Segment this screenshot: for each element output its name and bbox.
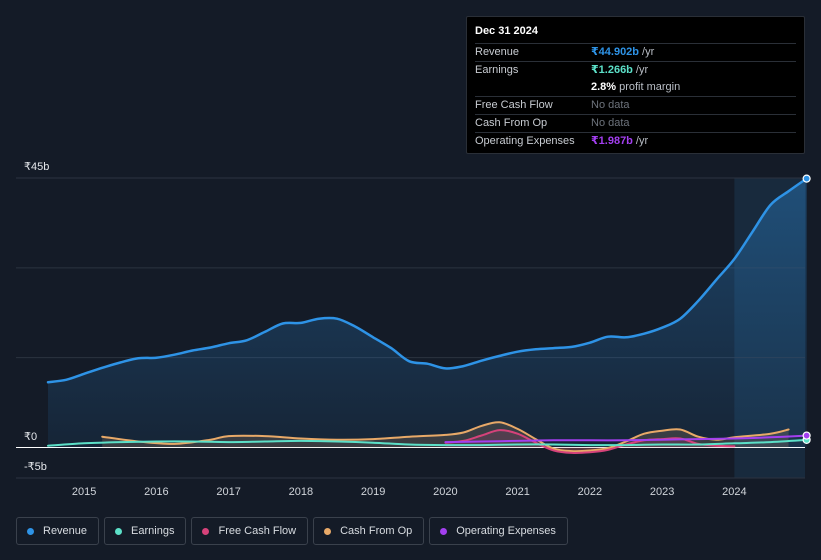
tooltip-label: Free Cash Flow (475, 99, 553, 111)
x-tick-label: 2018 (289, 486, 313, 498)
revenue-endpoint-marker (802, 174, 811, 183)
tooltip-label: Operating Expenses (475, 135, 575, 147)
tooltip-label: Earnings (475, 64, 519, 76)
revenue-dot-icon (27, 527, 34, 535)
legend-revenue-toggle[interactable]: Revenue (16, 517, 100, 545)
legend-earnings-toggle[interactable]: Earnings (104, 517, 187, 545)
tooltip-row-cfo: Cash From Op No data (475, 114, 796, 132)
tooltip-revenue-value: ₹44.902b (591, 46, 640, 58)
tooltip-date: Dec 31 2024 (475, 25, 538, 37)
legend-label: Cash From Op (340, 525, 413, 537)
y-axis: ₹45b ₹0 -₹5b (24, 161, 49, 473)
x-tick-label: 2020 (433, 486, 457, 498)
x-tick-label: 2022 (578, 486, 602, 498)
y-tick-label: ₹45b (24, 161, 49, 173)
legend-label: Revenue (43, 525, 88, 537)
opex-dot-icon (440, 527, 448, 535)
tooltip-margin-value: 2.8% (591, 81, 617, 93)
tooltip-unit: /yr (635, 135, 649, 147)
revenue-area (48, 178, 807, 448)
earnings-dot-icon (115, 527, 123, 535)
tooltip-row-earnings: Earnings ₹1.266b /yr (475, 61, 796, 79)
area-layer (48, 178, 807, 454)
x-axis: 2015 2016 2017 2018 2019 2020 2021 2022 2023 2024 (72, 486, 747, 498)
x-tick-label: 2016 (144, 486, 168, 498)
tooltip-unit: profit margin (619, 81, 681, 93)
tooltip-unit: /yr (635, 64, 649, 76)
tooltip-row-fcf: Free Cash Flow No data (475, 96, 796, 114)
legend-label: Earnings (131, 525, 175, 537)
earnings-line (47, 438, 808, 447)
tooltip-fcf-value: No data (591, 99, 630, 111)
tooltip-earnings-value: ₹1.266b (591, 64, 633, 76)
tooltip-row-revenue: Revenue ₹44.902b /yr (475, 43, 796, 61)
tooltip-row-margin: 2.8% profit margin (475, 79, 796, 96)
chart-plot: ₹45b ₹0 -₹5b 2015 2016 2017 2018 2019 2020 202… (16, 161, 811, 498)
chart-legend: Revenue Earnings Free Cash Flow Cash Fro… (16, 517, 568, 545)
tooltip-cfo-value: No data (591, 117, 630, 129)
x-tick-label: 2017 (216, 486, 240, 498)
legend-label: Operating Expenses (456, 525, 556, 537)
legend-fcf-toggle[interactable]: Free Cash Flow (191, 517, 309, 545)
opex-line (444, 434, 808, 444)
y-tick-label: ₹0 (24, 431, 37, 443)
legend-label: Free Cash Flow (218, 525, 297, 537)
cfo-line (101, 421, 790, 453)
tooltip-row-opex: Operating Expenses ₹1.987b /yr (475, 132, 796, 150)
y-tick-label: -₹5b (24, 461, 47, 473)
x-tick-label: 2023 (650, 486, 674, 498)
x-tick-label: 2021 (505, 486, 529, 498)
x-tick-label: 2019 (361, 486, 385, 498)
tooltip-label: Cash From Op (475, 117, 548, 129)
cfo-dot-icon (324, 527, 332, 535)
tooltip-unit: /yr (642, 46, 655, 58)
tooltip-opex-value: ₹1.987b (591, 135, 633, 147)
legend-cfo-toggle[interactable]: Cash From Op (313, 517, 425, 545)
opex-endpoint-marker (802, 431, 811, 440)
tooltip-label: Revenue (475, 46, 520, 58)
x-tick-label: 2015 (72, 486, 96, 498)
data-tooltip: Dec 31 2024 Revenue ₹44.902b /yr Earning… (466, 16, 805, 154)
revenue-line (46, 177, 808, 384)
legend-opex-toggle[interactable]: Operating Expenses (429, 517, 568, 545)
fcf-dot-icon (202, 527, 210, 535)
lines-layer (46, 177, 808, 455)
x-tick-label: 2024 (722, 486, 746, 498)
markers-layer (802, 174, 811, 444)
